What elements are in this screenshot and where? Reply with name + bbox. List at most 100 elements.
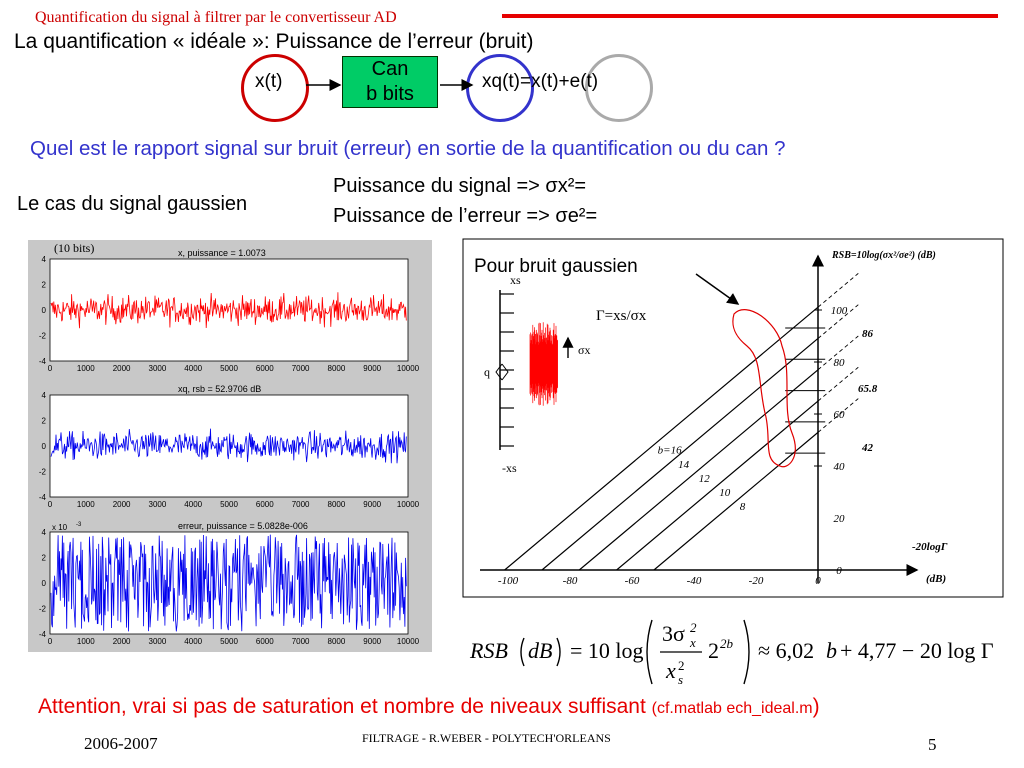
y-exponent: -3 (76, 522, 82, 528)
y-tick-label: -4 (39, 493, 47, 502)
sigma-x-label: σx (578, 343, 590, 357)
callout-arrow (695, 273, 740, 305)
y-tick-label: 80 (834, 357, 846, 369)
bits-line-label: 12 (699, 473, 711, 485)
snr-line-extension (817, 273, 859, 308)
subplot-title: x, puissance = 1.0073 (178, 248, 266, 258)
matlab-figure-panel: (10 bits) x, puissance = 1.0073 4 2 0 -2 -4 0 10… (28, 240, 432, 652)
input-label: x(t) (255, 71, 283, 92)
x-tick-label: 5000 (220, 364, 238, 373)
bits-line-label: 14 (678, 459, 690, 471)
x-tick-label: 2000 (113, 500, 131, 509)
y-tick-label: 2 (42, 554, 47, 563)
noise-sample-block (529, 322, 558, 406)
x-tick-label: 1000 (77, 637, 95, 646)
snr-line-extension (817, 398, 859, 433)
subplot-axes (49, 258, 409, 362)
y-tick-label: -2 (39, 332, 47, 341)
svg-text:2: 2 (708, 638, 719, 663)
snr-line-extension (817, 304, 859, 339)
bits-annotation: (10 bits) (54, 241, 94, 255)
svg-text:+ 4,77 − 20 log Γ: + 4,77 − 20 log Γ (840, 638, 994, 663)
x-tick-label: 8000 (328, 637, 346, 646)
x-tick-label: 3000 (149, 364, 167, 373)
x-tick-label: 7000 (292, 364, 310, 373)
rsb-annotation: 86 (862, 328, 874, 340)
x-tick-label: 10000 (397, 637, 420, 646)
error-node (585, 54, 653, 122)
y-tick-label: 0 (42, 442, 47, 451)
x-tick-label: 0 (48, 637, 53, 646)
footer-page-number: 5 (928, 735, 937, 754)
signal-trace (50, 534, 407, 632)
svg-text:b: b (826, 638, 837, 663)
svg-text:2: 2 (690, 620, 697, 635)
svg-text:x: x (689, 635, 696, 650)
x-tick-label: 5000 (220, 500, 238, 509)
footer-year: 2006-2007 (84, 734, 158, 753)
rsb-formula: RSB dB = 10 log 3σ 2 x x 2 s 2 2b ≈ 6,02… (469, 619, 994, 687)
error-power-text: Puissance de l’erreur => σe²= (333, 205, 598, 227)
x-tick-label: 7000 (292, 500, 310, 509)
attention-close: ) (812, 695, 820, 718)
x-tick-label: 2000 (113, 637, 131, 646)
bits-line-label: b=16 (658, 445, 682, 457)
svg-text:2b: 2b (720, 636, 734, 651)
x-tick-label: 2000 (113, 364, 131, 373)
x-tick-label: 9000 (363, 637, 381, 646)
chart-title: RSB=10log(σx²/σe²) (dB) (831, 250, 936, 261)
gaussian-callout: Pour bruit gaussien (474, 256, 638, 277)
x-tick-label: 9000 (363, 500, 381, 509)
snr-line (578, 369, 819, 571)
y-tick-label: 2 (42, 281, 47, 290)
subplot-title: erreur, puissance = 5.0828e-006 (178, 521, 308, 531)
svg-text:RSB: RSB (469, 638, 508, 663)
x-axis-label: -20logΓ (912, 541, 948, 553)
x-tick-label: -20 (749, 575, 764, 587)
y-tick-label: 40 (834, 461, 846, 473)
attention-note: Attention, vrai si pas de saturation et … (38, 695, 820, 719)
y-tick-label: -2 (39, 605, 47, 614)
gamma-definition: Γ=xs/σx (596, 308, 647, 324)
attention-ref: (cf.matlab ech_ideal.m (651, 700, 813, 717)
bits-line-label: 8 (740, 501, 746, 513)
x-tick-label: 0 (48, 500, 53, 509)
y-tick-label: 4 (42, 391, 47, 400)
snr-line-extension (817, 335, 859, 371)
snr-line (653, 431, 819, 571)
snr-line (616, 400, 819, 571)
rsb-chart: -100 -80 -60 -40 -20 0 0 20 40 60 80 100 b=16 14 12 10 8… (462, 238, 1004, 598)
snr-line (541, 338, 819, 571)
attention-main: Attention, vrai si pas de saturation et … (38, 695, 652, 718)
x-tick-label: 6000 (256, 364, 274, 373)
x-tick-label: 10000 (397, 500, 420, 509)
signal-power-text: Puissance du signal => σx²= (333, 175, 587, 197)
x-tick-label: -60 (625, 575, 640, 587)
y-multiplier: x 10 (52, 523, 68, 532)
x-tick-label: 8000 (328, 364, 346, 373)
signal-trace (50, 428, 407, 464)
svg-text:= 10 log: = 10 log (570, 638, 644, 663)
bits-line-label: 10 (719, 487, 731, 499)
header-divider (502, 14, 998, 18)
y-tick-label: 4 (42, 528, 47, 537)
y-tick-label: 0 (836, 565, 842, 577)
x-tick-label: 4000 (184, 637, 202, 646)
x-tick-label: 0 (815, 575, 821, 587)
x-tick-label: 0 (48, 364, 53, 373)
svg-text:x: x (665, 658, 676, 683)
y-tick-label: 2 (42, 417, 47, 426)
slide-header-title: Quantification du signal à filtrer par l… (35, 9, 397, 26)
can-converter-box: Can b bits (342, 56, 438, 108)
y-tick-label: 60 (834, 409, 846, 421)
slide-subtitle: La quantification « idéale »: Puissance … (14, 30, 534, 53)
x-axis-unit: (dB) (926, 573, 946, 585)
x-tick-label: 1000 (77, 364, 95, 373)
y-tick-label: -4 (39, 630, 47, 639)
svg-text:s: s (678, 672, 683, 687)
x-tick-label: 10000 (397, 364, 420, 373)
